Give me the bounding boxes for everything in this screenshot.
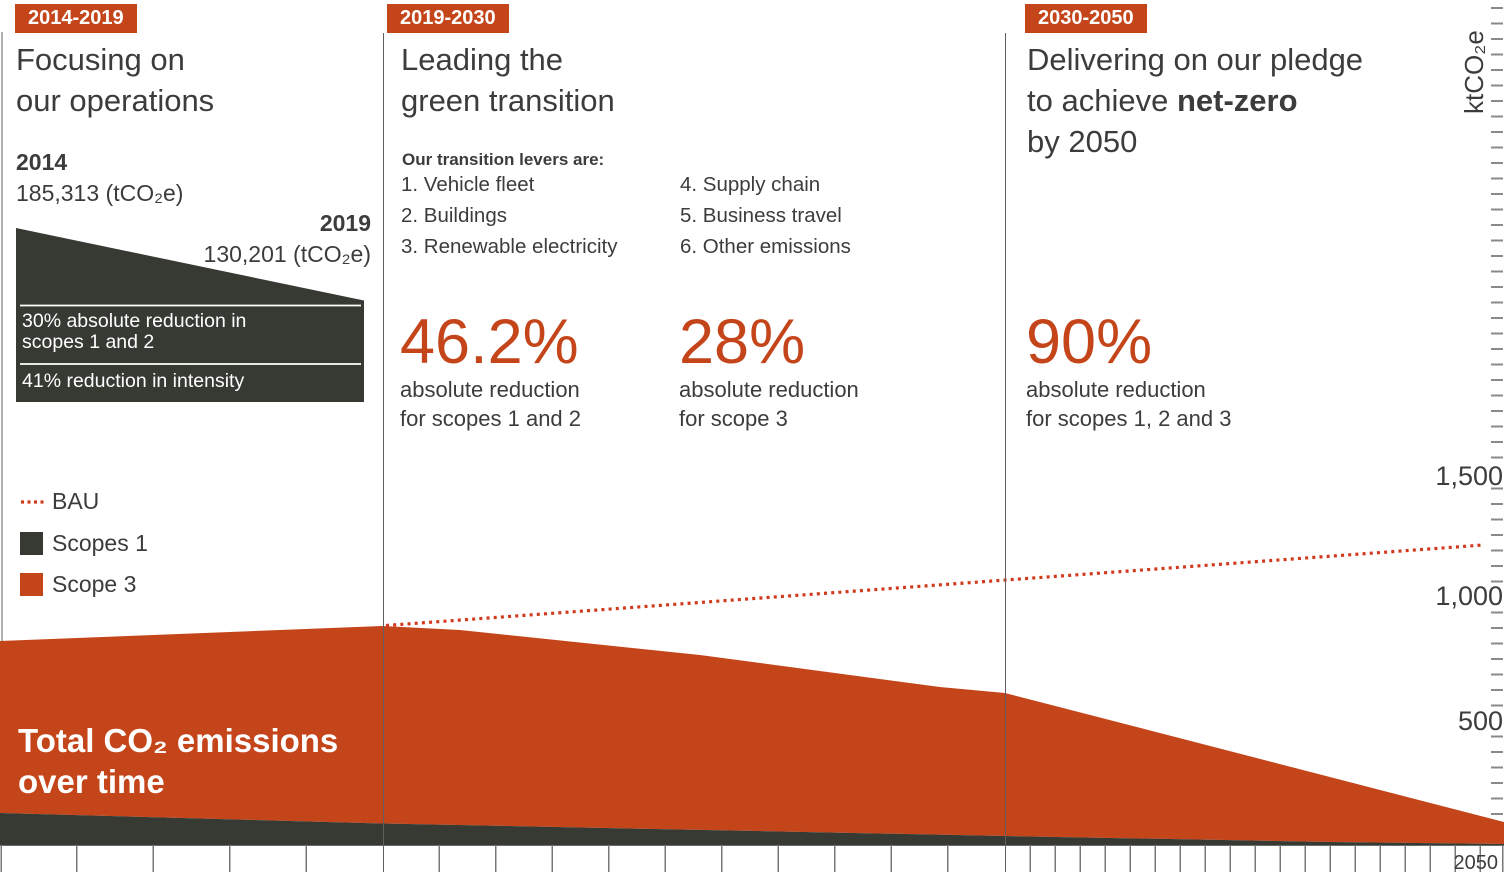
legend-label-scopes1: Scopes 1 xyxy=(52,530,148,556)
year-2014-label: 2014 xyxy=(16,149,68,175)
y-axis-tick-dashes xyxy=(1491,6,1503,816)
stat-28-line2: for scope 3 xyxy=(679,405,788,431)
net-zero-emphasis: net-zero xyxy=(1176,83,1298,118)
stat-46-2-line1: absolute reduction xyxy=(400,377,580,402)
chart-title: Total CO₂ emissions over time xyxy=(18,720,338,802)
stat-46-2-block: 46.2% absolute reduction for scopes 1 an… xyxy=(400,307,582,433)
stat-46-2-line2: for scopes 1 and 2 xyxy=(400,405,582,431)
stat-90-line2: for scopes 1, 2 and 3 xyxy=(1026,405,1232,431)
stat-28-value: 28% xyxy=(679,307,806,377)
legend-item-scope3: Scope 3 xyxy=(20,571,137,597)
transition-levers-title: Our transition levers are: xyxy=(402,150,605,169)
scopes1-area xyxy=(0,813,1504,846)
badge-2014-2019: 2014-2019 xyxy=(15,4,137,33)
badge-2019-2030: 2019-2030 xyxy=(387,4,509,33)
bau-dotted-swatch xyxy=(21,500,46,504)
scope3-swatch xyxy=(20,573,43,596)
panel3-title: Delivering on our pledge to achieve net-… xyxy=(1027,39,1363,162)
wedge-stat-intensity: 41% reduction in intensity xyxy=(22,370,245,392)
chart-title-line1: Total CO₂ emissions xyxy=(18,722,339,759)
stat-46-2-value: 46.2% xyxy=(400,307,579,377)
stat-28-line1: absolute reduction xyxy=(679,377,859,402)
chart-title-line2: over time xyxy=(18,763,165,800)
reduction-wedge xyxy=(16,228,364,402)
y-label-500: 500 xyxy=(1457,706,1503,736)
year-2019-value: 130,201 (tCO₂e) xyxy=(203,241,371,267)
panel3-title-line3: by 2050 xyxy=(1027,124,1138,159)
year-2019-label: 2019 xyxy=(319,210,371,236)
transition-levers-col2: 4. Supply chain 5. Business travel 6. Ot… xyxy=(680,173,851,258)
legend-label-scope3: Scope 3 xyxy=(52,571,137,597)
x-axis-year-ticks xyxy=(0,845,1504,872)
panel3-title-line1: Delivering on our pledge xyxy=(1027,42,1364,77)
legend-item-scopes1: Scopes 1 xyxy=(20,530,148,556)
y-axis-unit-label: ktCO₂e xyxy=(1459,30,1489,114)
x-label-2050: 2050 xyxy=(1453,852,1499,874)
scope3-area xyxy=(0,626,1504,844)
stat-90-line1: absolute reduction xyxy=(1026,377,1206,402)
badge-2030-2050: 2030-2050 xyxy=(1025,4,1147,33)
stat-90-value: 90% xyxy=(1026,307,1153,377)
transition-levers-col1: 1. Vehicle fleet 2. Buildings 3. Renewab… xyxy=(401,173,618,258)
wedge-stat-scopes12: 30% absolute reduction in scopes 1 and 2 xyxy=(22,310,247,353)
scopes1-swatch xyxy=(20,532,43,555)
panel2-title: Leading the green transition xyxy=(401,42,615,118)
legend-label-bau: BAU xyxy=(52,488,100,514)
year-2014-value: 185,313 (tCO₂e) xyxy=(16,180,184,206)
stat-90-block: 90% absolute reduction for scopes 1, 2 a… xyxy=(1026,307,1232,433)
stat-28-block: 28% absolute reduction for scope 3 xyxy=(679,307,859,433)
panel3-title-line2: to achieve net-zero xyxy=(1027,83,1298,118)
panel1-title: Focusing on our operations xyxy=(16,42,215,118)
legend-item-bau: BAU xyxy=(20,488,100,514)
bau-dotted-line xyxy=(385,543,1484,628)
y-label-1000: 1,000 xyxy=(1435,581,1503,611)
y-label-1500: 1,500 xyxy=(1435,461,1503,491)
